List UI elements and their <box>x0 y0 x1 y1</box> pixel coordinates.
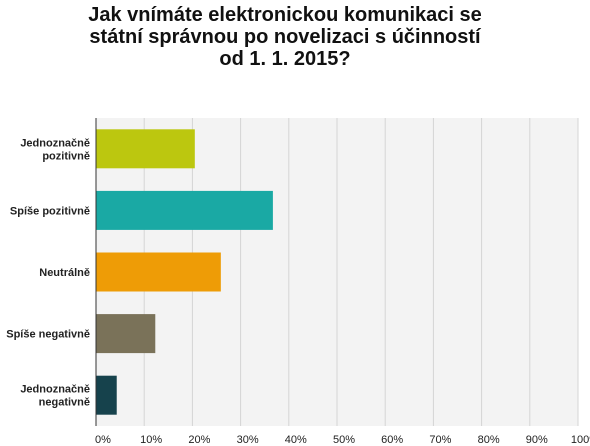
bar <box>96 375 117 415</box>
x-tick-label: 40% <box>285 434 307 446</box>
x-tick-label: 10% <box>140 434 162 446</box>
bar <box>96 252 221 292</box>
chart-title-line-3: od 1. 1. 2015? <box>219 48 351 70</box>
x-tick-label: 30% <box>237 434 259 446</box>
chart-title-line-2: státní správnou po novelizaci s účinnost… <box>89 26 481 48</box>
x-tick-label: 60% <box>381 434 403 446</box>
x-tick-label: 80% <box>478 434 500 446</box>
chart-title: Jak vnímáte elektronickou komunikaci se … <box>70 4 500 70</box>
x-tick-label: 70% <box>429 434 451 446</box>
bar <box>96 190 273 230</box>
x-tick-label: 50% <box>333 434 355 446</box>
x-tick-label: 0% <box>95 434 111 446</box>
x-tick-labels: 0% 10% 20% 30% 40% 50% 60% 70% 80% 90% 100% <box>95 434 590 446</box>
x-tick-label: 100% <box>571 434 590 446</box>
bars <box>96 129 273 415</box>
category-label: Spíše pozitivně <box>10 205 90 217</box>
category-label: Jednoznačně pozitivně <box>20 137 90 162</box>
gridlines <box>143 118 579 426</box>
category-label: Jednoznačně negativně <box>20 384 90 409</box>
x-tick-label: 20% <box>188 434 210 446</box>
chart-title-line-1: Jak vnímáte elektronickou komunikaci se <box>88 4 482 26</box>
x-tick-label: 90% <box>526 434 548 446</box>
category-labels: Jednoznačně pozitivně Spíše pozitivně Neutr… <box>6 137 90 408</box>
bar <box>96 129 195 169</box>
bar <box>96 314 156 354</box>
category-label: Neutrálně <box>39 267 90 279</box>
category-label: Spíše negativně <box>6 329 90 341</box>
